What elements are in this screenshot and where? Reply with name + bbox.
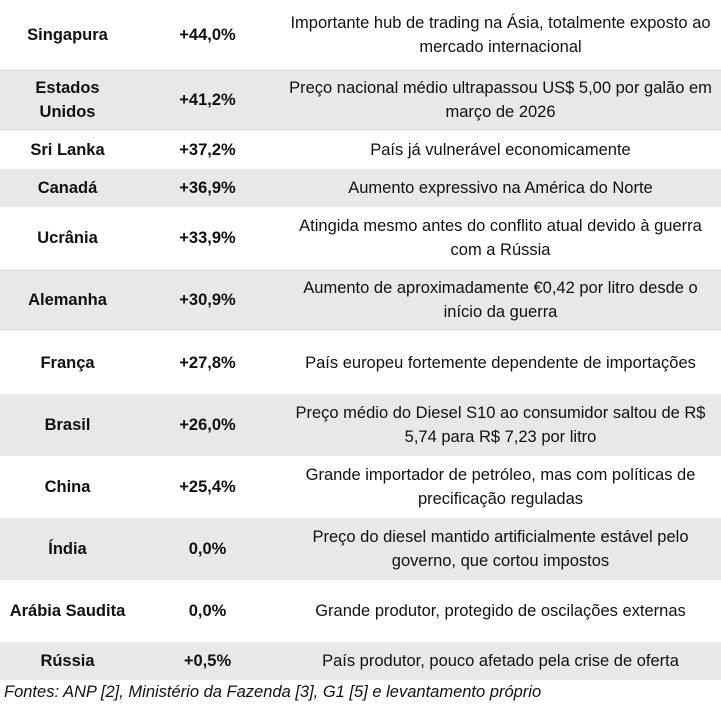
change-cell: +30,9% (135, 269, 280, 331)
country-cell: Alemanha (0, 269, 135, 331)
note-cell: Atingida mesmo antes do conflito atual d… (299, 217, 702, 259)
note-cell: Aumento de aproximadamente €0,42 por lit… (280, 269, 721, 331)
country-cell: Índia (0, 518, 135, 580)
table-row: Singapura +44,0% Importante hub de tradi… (0, 0, 721, 69)
change-cell: +44,0% (179, 25, 236, 44)
country-cell: Brasil (0, 394, 135, 456)
country-cell: China (44, 478, 91, 496)
change-cell: +0,5% (135, 642, 280, 680)
source-caption: Fontes: ANP [2], Ministério da Fazenda [… (4, 683, 542, 701)
note-cell: Preço do diesel mantido artificialmente … (280, 518, 721, 580)
change-cell: +37,2% (179, 141, 236, 159)
note-cell: Grande produtor, protegido de oscilações… (315, 602, 686, 620)
table-row: Rússia +0,5% País produtor, pouco afetad… (0, 642, 721, 680)
table-row: Alemanha +30,9% Aumento de aproximadamen… (0, 269, 721, 331)
country-cell: Arábia Saudita (9, 602, 126, 620)
note-cell: Grande importador de petróleo, mas com p… (305, 466, 696, 508)
table-row: China +25,4% Grande importador de petról… (0, 456, 721, 518)
country-cell: Singapura (27, 25, 108, 44)
note-cell: País europeu fortemente dependente de im… (305, 353, 696, 372)
table-row: Sri Lanka +37,2% País já vulnerável econ… (0, 131, 721, 169)
note-cell: Importante hub de trading na Ásia, total… (290, 13, 711, 56)
table-row: Ucrânia +33,9% Atingida mesmo antes do c… (0, 207, 721, 269)
table-row: Canadá +36,9% Aumento expressivo na Amér… (0, 169, 721, 207)
table-row: Arábia Saudita 0,0% Grande produtor, pro… (0, 580, 721, 642)
change-cell: 0,0% (188, 602, 227, 620)
change-cell: 0,0% (135, 518, 280, 580)
diesel-price-table: Singapura +44,0% Importante hub de tradi… (0, 0, 721, 680)
table-row: Brasil +26,0% Preço médio do Diesel S10 … (0, 394, 721, 456)
note-cell: País produtor, pouco afetado pela crise … (280, 642, 721, 680)
change-cell: +41,2% (135, 69, 280, 131)
table-row: Estados Unidos +41,2% Preço nacional méd… (0, 69, 721, 131)
country-cell: Sri Lanka (30, 141, 105, 159)
country-cell: Ucrânia (37, 229, 98, 247)
change-cell: +27,8% (179, 353, 236, 372)
change-cell: +36,9% (135, 169, 280, 207)
change-cell: +33,9% (179, 229, 236, 247)
table-row: França +27,8% País europeu fortemente de… (0, 331, 721, 394)
note-cell: Preço nacional médio ultrapassou US$ 5,0… (280, 69, 721, 131)
note-cell: Aumento expressivo na América do Norte (280, 169, 721, 207)
note-cell: País já vulnerável economicamente (370, 141, 631, 159)
change-cell: +25,4% (179, 478, 236, 496)
country-cell: Estados Unidos (0, 69, 135, 131)
country-cell: França (40, 353, 95, 372)
note-cell: Preço médio do Diesel S10 ao consumidor … (280, 394, 721, 456)
country-cell: Canadá (0, 169, 135, 207)
table-row: Índia 0,0% Preço do diesel mantido artif… (0, 518, 721, 580)
change-cell: +26,0% (135, 394, 280, 456)
country-cell: Rússia (0, 642, 135, 680)
